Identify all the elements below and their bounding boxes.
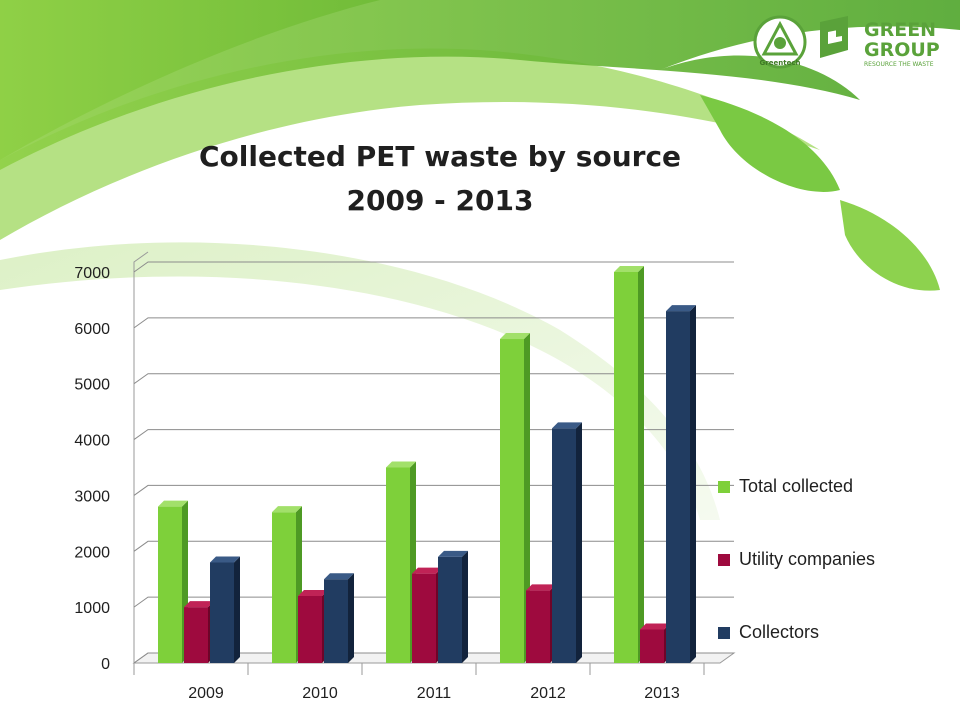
bar-collectors-2009 bbox=[210, 556, 240, 663]
y-tick-label: 4000 bbox=[74, 433, 110, 450]
x-tick-label: 2010 bbox=[302, 685, 338, 702]
legend-label-total: Total collected bbox=[739, 476, 854, 496]
legend-swatch-total bbox=[718, 480, 730, 493]
chart-title: Collected PET waste by source bbox=[198, 140, 682, 173]
bar-total-2010 bbox=[272, 506, 302, 663]
gridline bbox=[133, 429, 734, 440]
legend-swatch-utility bbox=[718, 553, 730, 566]
bar-utility-2012 bbox=[526, 584, 556, 663]
group-name-line2: GROUP bbox=[864, 39, 940, 61]
bar-total-2012 bbox=[500, 333, 530, 663]
legend-item-utility: Utility companies bbox=[718, 549, 875, 570]
group-tagline: RESOURCE THE WASTE bbox=[864, 61, 934, 68]
legend-item-total: Total collected bbox=[718, 476, 853, 497]
chart-subtitle: 2009 - 2013 bbox=[346, 184, 534, 217]
legend-swatch-collectors bbox=[718, 626, 730, 639]
greentech-logo: Greentech bbox=[753, 15, 807, 69]
gridline bbox=[133, 484, 734, 496]
bar-utility-2009 bbox=[184, 601, 214, 663]
bar-collectors-2011 bbox=[438, 550, 468, 663]
bar-total-2013 bbox=[614, 266, 644, 663]
leaf-icon-bottom bbox=[840, 200, 940, 291]
bar-collectors-2012 bbox=[552, 422, 582, 663]
legend-label-utility: Utility companies bbox=[739, 549, 876, 569]
bar-total-2009 bbox=[158, 500, 188, 663]
group-name-line1: GREEN bbox=[864, 19, 936, 41]
x-tick-label: 2012 bbox=[530, 685, 566, 702]
green-group-logo: GREEN GROUP RESOURCE THE WASTE bbox=[820, 16, 940, 68]
y-tick-label: 6000 bbox=[74, 321, 110, 338]
gridline bbox=[133, 373, 734, 385]
y-tick-label: 3000 bbox=[74, 488, 110, 505]
bar-collectors-2013 bbox=[666, 305, 696, 663]
bar-collectors-2010 bbox=[324, 573, 354, 663]
x-tick-label: 2011 bbox=[417, 685, 452, 702]
x-axis: 2009 2010 2011 2012 2013 bbox=[133, 663, 705, 702]
y-tick-label: 1000 bbox=[74, 600, 110, 617]
y-tick-label: 0 bbox=[101, 656, 110, 673]
gridline bbox=[133, 261, 734, 273]
bar-utility-2013 bbox=[640, 623, 670, 663]
x-tick-label: 2009 bbox=[188, 685, 224, 702]
y-tick-label: 2000 bbox=[74, 544, 110, 561]
leaf-icon-top bbox=[700, 95, 840, 192]
greentech-logo-text: Greentech bbox=[760, 59, 801, 67]
legend-label-collectors: Collectors bbox=[739, 622, 820, 642]
legend-item-collectors: Collectors bbox=[718, 622, 819, 643]
gridline bbox=[133, 317, 734, 329]
y-axis: 0 1000 2000 3000 4000 5000 6000 7000 bbox=[74, 265, 110, 673]
bar-total-2011 bbox=[386, 461, 416, 663]
bars bbox=[158, 266, 696, 663]
y-tick-label: 7000 bbox=[74, 265, 110, 282]
gridline bbox=[133, 540, 734, 552]
y-tick-label: 5000 bbox=[74, 377, 110, 394]
back-wall-left bbox=[133, 251, 149, 663]
bar-utility-2011 bbox=[412, 567, 442, 663]
x-tick-label: 2013 bbox=[644, 685, 680, 702]
bar-utility-2010 bbox=[298, 589, 328, 663]
